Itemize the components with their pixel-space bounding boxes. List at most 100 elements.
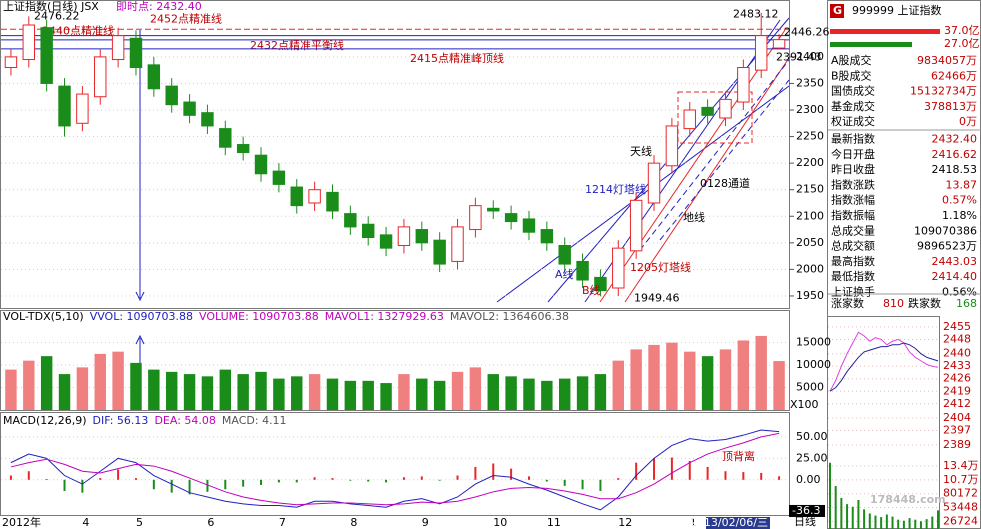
row-label: 最新指数 xyxy=(831,132,875,146)
candle-body xyxy=(4,56,18,69)
row-value: 9896523万 xyxy=(917,240,977,253)
volume-bar xyxy=(594,374,607,410)
y-tick-label: 2000 xyxy=(796,262,824,275)
level-label: 2452点精准线 xyxy=(150,11,222,25)
volume-bar xyxy=(684,351,696,410)
candle-body xyxy=(129,37,143,69)
y-tick-label: 26724 xyxy=(943,514,978,527)
x-tick-label: 6 xyxy=(207,516,214,529)
y-tick-label: 10000 xyxy=(796,358,831,371)
volume-header: VVOL: 1090703.88 xyxy=(90,310,193,323)
candle-body xyxy=(254,154,268,175)
macd-line xyxy=(10,432,780,506)
macd-header: MACD(12,26,9) xyxy=(3,414,87,427)
volume-bar xyxy=(648,344,660,410)
volume-bar xyxy=(5,369,17,410)
annotation: 顶背离 xyxy=(722,449,755,463)
chart-title: 上证指数(日线) JSX xyxy=(3,0,99,13)
candle-body xyxy=(522,218,536,233)
volume-bar xyxy=(183,374,196,410)
candle-body xyxy=(183,101,196,116)
row-label: 上证换手 xyxy=(831,285,875,299)
row-value: 0.56% xyxy=(942,286,977,299)
candle-body xyxy=(737,67,750,103)
volume-bar xyxy=(58,374,71,410)
volume-bar xyxy=(737,340,750,410)
candle-body xyxy=(415,229,429,244)
volume-bar xyxy=(773,361,785,410)
trend-line xyxy=(659,79,790,241)
volume-bar xyxy=(451,371,464,410)
volume-bar xyxy=(237,374,249,410)
candle-body xyxy=(772,39,786,49)
candle-body xyxy=(94,56,107,98)
trend-line xyxy=(599,29,786,303)
y-tick-label: 2397 xyxy=(943,424,971,437)
candle-body xyxy=(504,213,518,223)
candle-body xyxy=(40,27,53,84)
volume-header: MAVOL2: 1364606.38 xyxy=(450,310,569,323)
row-value: 0万 xyxy=(959,115,977,128)
row-label: 昨日收盘 xyxy=(831,162,875,176)
high-label: 2483.12 xyxy=(733,8,779,21)
x-tick-label: 9 xyxy=(422,516,429,529)
date-box xyxy=(706,517,770,529)
volume-bar xyxy=(291,376,303,410)
volume-header: MAVOL1: 1327929.63 xyxy=(325,310,444,323)
volume-bar xyxy=(362,380,374,410)
level-label: 2440点精准线 xyxy=(42,24,114,38)
intraday-price xyxy=(829,331,939,392)
y-tick-label: 2050 xyxy=(796,236,824,249)
y-tick-label: 2400 xyxy=(796,50,824,63)
y-tick-label: 25.00 xyxy=(796,451,828,464)
volume-bar xyxy=(344,380,357,410)
macd-frame xyxy=(0,412,790,516)
volume-bar xyxy=(487,374,499,410)
candle-body xyxy=(629,199,643,252)
channel-label: 2391.43 xyxy=(776,50,822,63)
highlight-box xyxy=(677,91,753,144)
x-tick-label: 2012年 xyxy=(2,515,41,529)
watermark: 178448.com xyxy=(870,493,946,506)
candle-body xyxy=(344,213,357,228)
x-tick-label: 5 xyxy=(136,516,143,529)
row-label: 最低指数 xyxy=(831,269,875,283)
y-tick-label: 2426 xyxy=(943,372,971,385)
volume-bar xyxy=(326,378,339,410)
y-tick-label: 2100 xyxy=(796,209,824,222)
candle-body xyxy=(754,35,768,71)
y-tick-label: 13.4万 xyxy=(943,459,979,472)
decline-value: 168 xyxy=(956,297,977,310)
y-marker-box xyxy=(789,504,825,517)
y-tick-label: 2389 xyxy=(943,438,971,451)
volume-bar xyxy=(612,360,625,410)
candle-body xyxy=(111,35,125,61)
level-label: 2415点精准峰顶线 xyxy=(410,51,504,65)
x-tick-label: 7 xyxy=(279,516,286,529)
volume-bar xyxy=(380,383,392,410)
x-tick-label: 11 xyxy=(547,516,561,529)
arrow-head xyxy=(135,334,145,345)
volume-header: VOL-TDX(5,10) xyxy=(3,310,84,323)
volume-bar xyxy=(308,374,321,410)
row-value: 2432.40 xyxy=(932,133,978,146)
candle-body xyxy=(165,85,178,106)
candle-body xyxy=(361,223,375,239)
volume-bar xyxy=(112,351,124,410)
y-tick-label: 2250 xyxy=(796,130,824,143)
x-tick-label: 10 xyxy=(493,516,507,529)
y-marker: -36.3 xyxy=(792,504,820,517)
volume-bar xyxy=(130,362,142,410)
row-value: 0.57% xyxy=(942,194,977,207)
code-tag: G xyxy=(833,4,842,17)
volume-bar xyxy=(201,376,214,410)
candle-body xyxy=(558,244,571,265)
candle-body xyxy=(219,128,232,148)
candle-body xyxy=(665,125,679,167)
buy-bar xyxy=(830,29,940,34)
y-tick-label: 80172 xyxy=(943,487,978,500)
candle-body xyxy=(433,239,446,265)
channel-label: 2446.26 xyxy=(784,25,830,38)
